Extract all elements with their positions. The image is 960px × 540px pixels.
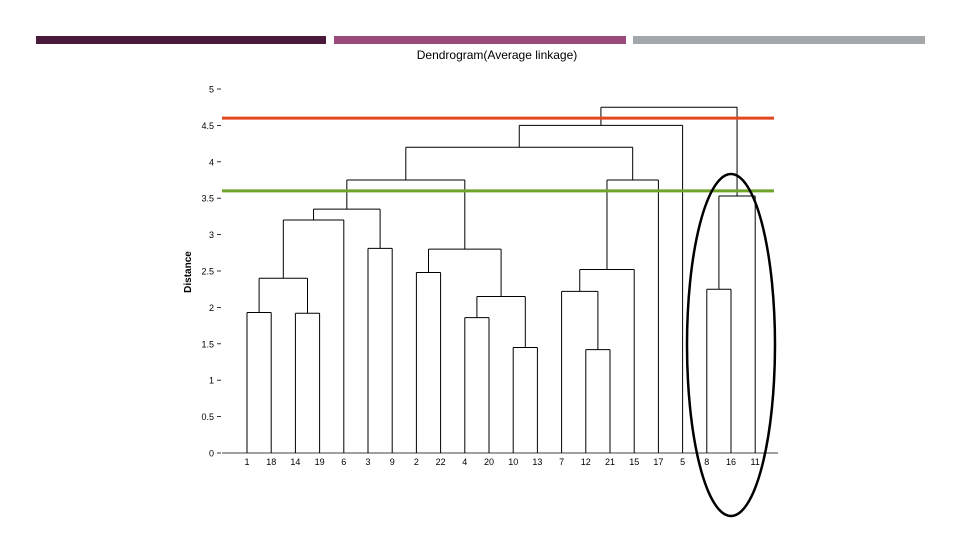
- leaf-label: 15: [629, 457, 639, 467]
- leaf-label: 5: [680, 457, 685, 467]
- leaf-label: 1: [244, 457, 249, 467]
- leaf-label: 2: [414, 457, 419, 467]
- leaf-label: 20: [484, 457, 494, 467]
- y-tick-label: 4.5: [201, 121, 214, 131]
- leaf-label: 11: [751, 457, 760, 467]
- y-tick-label: 1: [209, 376, 214, 386]
- leaf-label: 3: [365, 457, 370, 467]
- leaf-label: 19: [315, 457, 325, 467]
- chart-title: Dendrogram(Average linkage): [417, 48, 578, 62]
- leaf-label: 17: [653, 457, 663, 467]
- cut-lines: [222, 116, 774, 193]
- leaf-label: 8: [704, 457, 709, 467]
- leaf-labels: 1 18 14 19 6 3 9 2 22 4 20 10 13 7 12 21 15 17 5 8 16 11: [244, 457, 759, 467]
- leaf-label: 9: [390, 457, 395, 467]
- header-stripe-gray: [633, 36, 925, 44]
- y-tick-label: 0.5: [201, 412, 214, 422]
- y-tick-label: 5: [209, 85, 214, 95]
- header-stripe-mauve: [334, 36, 626, 44]
- leaf-label: 4: [462, 457, 467, 467]
- leaf-label: 7: [559, 457, 564, 467]
- y-tick-label: 1.5: [201, 339, 214, 349]
- leaf-label: 14: [290, 457, 300, 467]
- y-axis: 0 0.5 1 1.5 2 2.5 3 3.5 4 4.5 5: [201, 85, 778, 459]
- y-tick-label: 3: [209, 230, 214, 240]
- dendrogram-branches: [246, 106, 756, 453]
- y-tick-label: 0: [209, 449, 214, 459]
- leaf-label: 6: [341, 457, 346, 467]
- cluster-highlight-ellipse: [685, 172, 777, 518]
- header-stripe-dark: [36, 36, 326, 44]
- leaf-label: 16: [726, 457, 736, 467]
- leaf-label: 22: [436, 457, 446, 467]
- leaf-label: 10: [508, 457, 518, 467]
- y-tick-label: 2: [209, 303, 214, 313]
- y-axis-label: Distance: [183, 251, 194, 293]
- cluster-highlight: [685, 172, 777, 518]
- leaf-label: 13: [532, 457, 542, 467]
- leaf-label: 18: [266, 457, 276, 467]
- y-tick-label: 3.5: [201, 194, 214, 204]
- y-tick-label: 2.5: [201, 267, 214, 277]
- leaf-label: 21: [605, 457, 615, 467]
- leaf-label: 12: [581, 457, 591, 467]
- y-tick-label: 4: [209, 157, 214, 167]
